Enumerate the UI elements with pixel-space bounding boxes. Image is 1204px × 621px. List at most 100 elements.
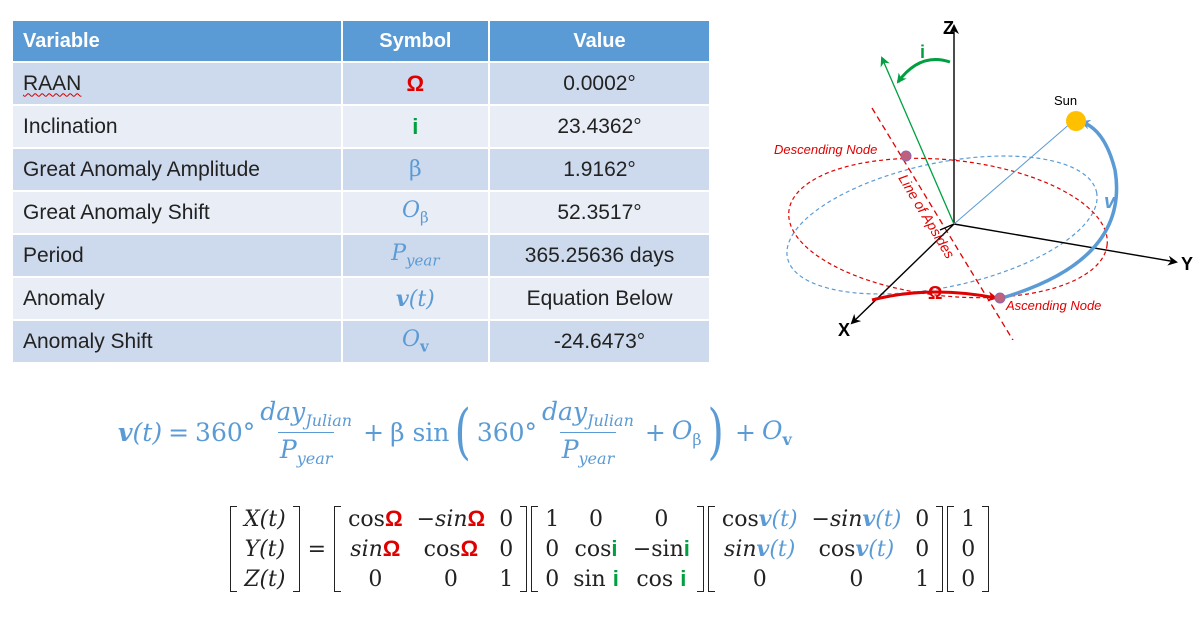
eq-o-beta: Oβ: [672, 416, 702, 449]
axis-x-label: X: [838, 320, 850, 340]
o-main: O: [761, 415, 783, 445]
sun-label: Sun: [1054, 93, 1077, 108]
eq-plus: +: [735, 417, 756, 447]
variable-name: RAAN: [23, 71, 82, 95]
den-sub: year: [296, 448, 333, 468]
tilted-axis: [880, 56, 955, 225]
value-cell: 52.3517°: [489, 190, 711, 234]
sun-direction: [953, 121, 1073, 225]
unit-vector: 1 0 0: [947, 504, 990, 594]
ascending-node-point: [994, 292, 1006, 304]
m2-cell: 0: [589, 506, 603, 532]
o-main: O: [671, 415, 693, 445]
symbol-omega: Ω: [406, 70, 425, 96]
symbol-cell: v(t): [341, 276, 491, 320]
m3-cell: 0: [915, 536, 930, 562]
omega-label: Ω: [928, 283, 942, 303]
m1-cell: 0: [368, 566, 383, 592]
value-cell: 23.4362°: [489, 104, 711, 148]
eq-t: (t): [132, 417, 163, 447]
vec-cell: 0: [961, 536, 976, 562]
y-of-t: Y(t): [244, 536, 286, 562]
symbol-main: O: [401, 327, 421, 353]
symbol-main: O: [402, 198, 421, 224]
symbol-cell: β: [341, 147, 491, 191]
header-variable: Variable: [13, 21, 343, 62]
m2-cell: 0: [545, 536, 560, 562]
m3-cell: −sinv(t): [811, 506, 902, 532]
anomaly-rotation-matrix: cosv(t) −sinv(t) 0 sinv(t) cosv(t) 0 0 0…: [707, 504, 944, 594]
position-vector: X(t) Y(t) Z(t): [230, 504, 300, 594]
symbol-o-v: Ov: [401, 327, 429, 355]
descending-node-label: Descending Node: [774, 142, 877, 157]
den-p: P: [561, 434, 579, 464]
m1-cell: 0: [499, 506, 514, 532]
variable-cell: Anomaly: [13, 276, 343, 320]
symbol-subscript: β: [420, 208, 429, 227]
variable-cell: Period: [13, 233, 343, 277]
axis-stub: [939, 223, 955, 231]
symbol-cell: Ω: [341, 61, 491, 105]
m2-cell: 0: [545, 566, 560, 592]
eq-equals: =: [168, 417, 190, 447]
symbol-o-beta: Oβ: [402, 198, 429, 226]
axis-z-label: Z: [943, 18, 954, 38]
table-row: Period Pyear 365.25636 days: [13, 233, 711, 277]
symbol-main: P: [391, 241, 407, 267]
inclination-arc: [896, 58, 951, 84]
eq-plus: +: [363, 417, 385, 447]
eq-beta-sin: β sin: [390, 417, 450, 447]
eq-fraction-inner: dayJulian Pyear: [540, 397, 636, 468]
value-cell: 0.0002°: [489, 61, 711, 105]
x-of-t: X(t): [244, 506, 286, 532]
m2-cell: sin i: [573, 566, 619, 592]
raan-arc: [871, 290, 998, 302]
m2-cell: −sini: [632, 536, 690, 562]
value-cell: -24.6473°: [489, 319, 711, 362]
eq-360-inner: 360°: [476, 417, 538, 447]
symbol-cell: i: [341, 104, 491, 148]
eq-right-paren: ): [707, 397, 724, 467]
equator-ellipse: [788, 157, 1108, 299]
num-sub: Julian: [305, 410, 353, 430]
variable-cell: Great Anomaly Shift: [13, 190, 343, 234]
symbol-i: i: [412, 113, 419, 139]
table-row: Anomaly v(t) Equation Below: [13, 276, 711, 320]
matrix-equals: =: [307, 536, 327, 562]
orbit-diagram: Z Y X Sun Descending Node Ascending Node…: [774, 18, 1193, 340]
m1-cell: sinΩ: [350, 536, 401, 562]
symbol-cell: Oβ: [341, 190, 491, 234]
table-header-row: Variable Symbol Value: [13, 21, 711, 62]
table-row: Anomaly Shift Ov -24.6473°: [13, 319, 711, 362]
parameters-table: Variable Symbol Value RAAN Ω 0.0002° Inc…: [13, 21, 711, 362]
m3-cell: 0: [752, 566, 767, 592]
o-sub: v: [782, 429, 792, 449]
m3-cell: cosv(t): [818, 536, 895, 562]
inclination-label: i: [920, 42, 925, 62]
variable-cell: RAAN: [13, 61, 343, 105]
fraction-denominator: Pyear: [277, 431, 335, 468]
o-sub: β: [692, 429, 702, 449]
eq-fraction: dayJulian Pyear: [258, 397, 354, 468]
orbit-ellipse: [786, 155, 1098, 295]
value-cell: 1.9162°: [489, 147, 711, 191]
table-row: Inclination i 23.4362°: [13, 104, 711, 148]
anomaly-label: v: [1104, 191, 1117, 213]
m2-cell: 1: [545, 506, 560, 532]
line-of-apsides: [871, 107, 1014, 340]
z-of-t: Z(t): [244, 566, 286, 592]
fraction-numerator: dayJulian: [258, 397, 354, 432]
descending-node-point: [900, 150, 912, 162]
y-axis: [953, 223, 1178, 266]
symbol-p-year: Pyear: [391, 241, 439, 269]
value-cell: 365.25636 days: [489, 233, 711, 277]
eq-o-v: Ov: [762, 416, 792, 449]
axis-y-label: Y: [1181, 254, 1193, 274]
symbol-argument: (t): [408, 286, 435, 312]
symbol-subscript: year: [406, 251, 440, 270]
header-value: Value: [489, 21, 711, 62]
eq-left-paren: (: [454, 397, 472, 467]
m3-cell: 1: [915, 566, 930, 592]
m1-cell: 1: [499, 566, 514, 592]
m3-cell: 0: [915, 506, 930, 532]
